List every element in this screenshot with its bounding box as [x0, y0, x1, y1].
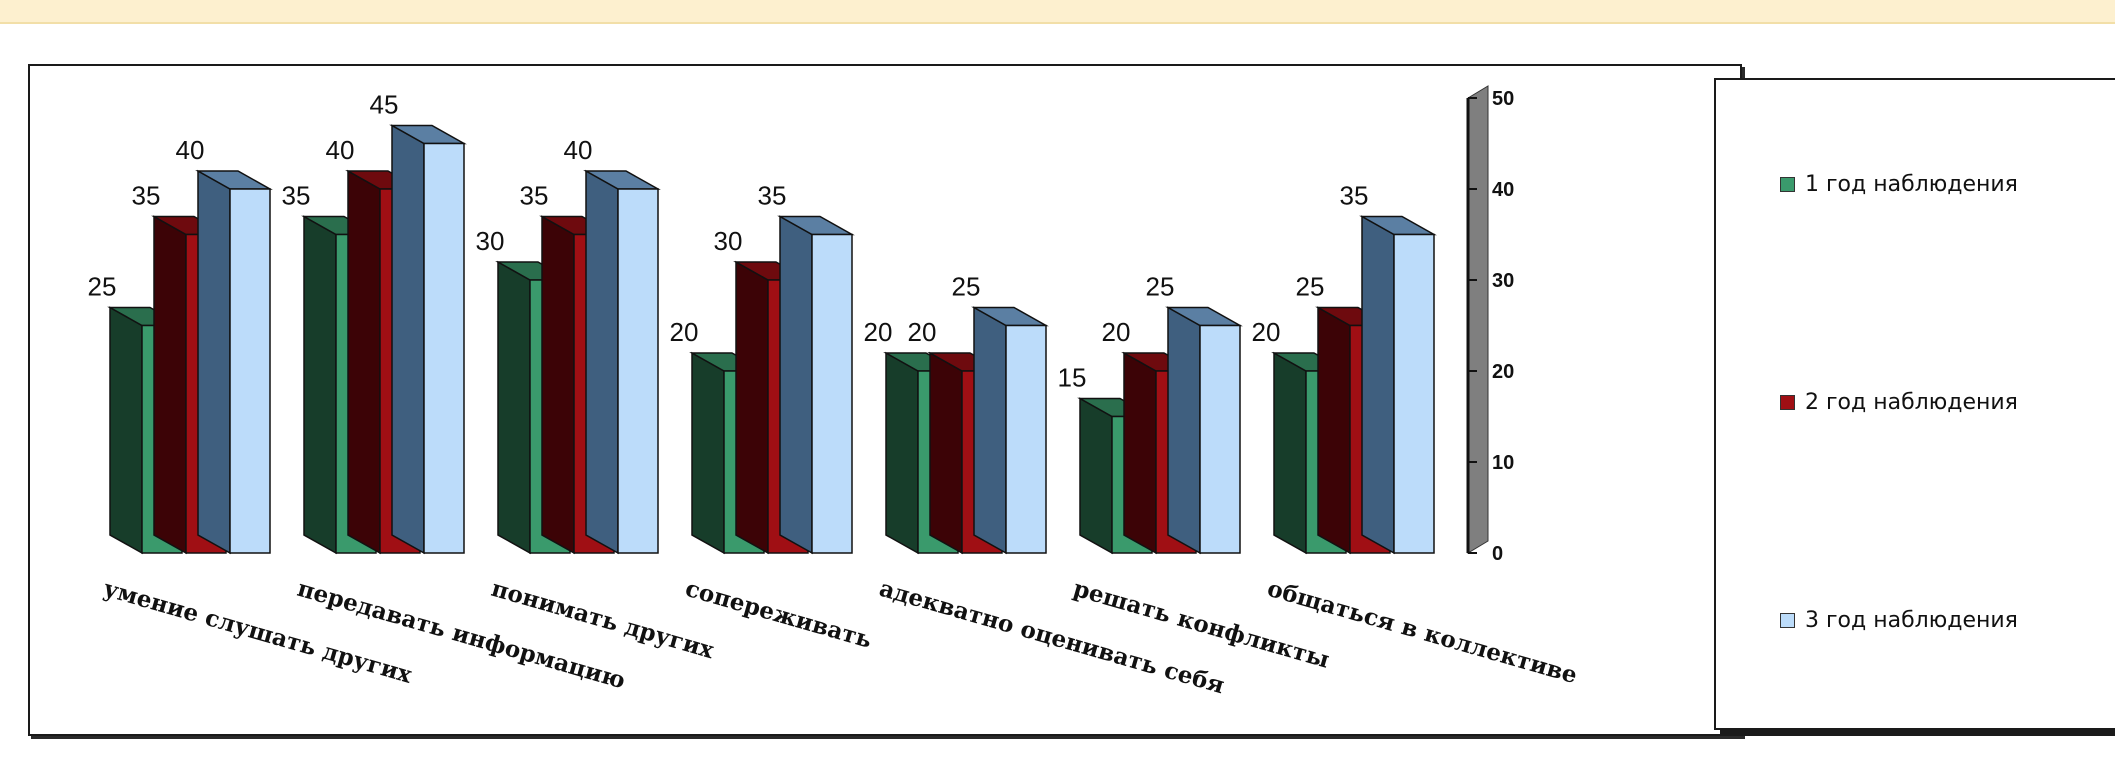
legend-swatch-icon [1780, 613, 1795, 628]
axis-wall-panel [1467, 85, 1489, 554]
data-label: 45 [370, 90, 399, 120]
y-tick-label: 10 [1492, 452, 1514, 474]
category-label: адекватно оценивать себя [876, 575, 1227, 699]
data-label: 20 [1252, 317, 1281, 347]
category-label: умение слушать других [100, 575, 415, 689]
bar-side [1167, 306, 1201, 555]
bar-side [497, 260, 531, 555]
data-label: 30 [714, 226, 743, 256]
category-label: передавать информацию [294, 575, 628, 695]
y-tick-label: 0 [1492, 543, 1503, 565]
bar-front [423, 142, 465, 554]
legend-item-series-1: 1 год наблюдения [1780, 172, 2018, 197]
bar-side [391, 124, 425, 555]
y-tick-labels-group: 0 10 20 30 40 50 [1468, 88, 1514, 565]
legend-label: 1 год наблюдения [1805, 172, 2018, 197]
data-label: 35 [1340, 181, 1369, 211]
data-label: 25 [88, 272, 117, 302]
value-axis-wall [1466, 85, 1489, 554]
data-labels-group: 25 35 40 35 40 45 30 35 40 20 30 35 20 20 25 15 20 25 20 25… [88, 90, 1369, 393]
bar-side [153, 215, 187, 555]
bar-side [303, 215, 337, 555]
data-label: 40 [326, 135, 355, 165]
data-label: 25 [952, 272, 981, 302]
top-banner [0, 0, 2115, 24]
legend-swatch-icon [1780, 177, 1795, 192]
data-label: 15 [1058, 363, 1087, 393]
bar-side [1079, 397, 1113, 555]
bar-side [779, 215, 813, 555]
data-label: 25 [1296, 272, 1325, 302]
bar-side [1317, 306, 1351, 555]
data-label: 20 [908, 317, 937, 347]
y-tick-label: 50 [1492, 88, 1514, 110]
data-label: 35 [520, 181, 549, 211]
legend-label: 3 год наблюдения [1805, 608, 2018, 633]
bar-side [929, 351, 963, 555]
legend-item-series-2: 2 год наблюдения [1780, 390, 2018, 415]
data-label: 35 [132, 181, 161, 211]
bar-side [1273, 351, 1307, 555]
data-label: 25 [1146, 272, 1175, 302]
bar-side [109, 306, 143, 555]
data-label: 40 [176, 135, 205, 165]
legend-label: 2 год наблюдения [1805, 390, 2018, 415]
bar-side [1361, 215, 1395, 555]
data-label: 30 [476, 226, 505, 256]
legend-swatch-icon [1780, 395, 1795, 410]
category-label: общаться в коллективе [1264, 575, 1580, 689]
data-label: 20 [864, 317, 893, 347]
bar-side [541, 215, 575, 555]
bar-front [1393, 233, 1435, 554]
bar-front [229, 188, 271, 554]
data-label: 35 [758, 181, 787, 211]
bar-side [691, 351, 725, 555]
bar-side [735, 260, 769, 555]
bar-side [1123, 351, 1157, 555]
y-tick-label: 30 [1492, 270, 1514, 292]
bar-front [617, 188, 659, 554]
bar-front [1005, 324, 1047, 554]
data-label: 20 [1102, 317, 1131, 347]
legend-item-series-3: 3 год наблюдения [1780, 608, 2018, 633]
data-label: 35 [282, 181, 311, 211]
data-label: 40 [564, 135, 593, 165]
bars-group [107, 124, 1437, 555]
data-label: 20 [670, 317, 699, 347]
y-tick-label: 20 [1492, 361, 1514, 383]
bar-side [973, 306, 1007, 555]
bar-side [885, 351, 919, 555]
legend: 1 год наблюдения 2 год наблюдения 3 год … [1714, 78, 2115, 730]
bar-side [197, 169, 231, 555]
bar-front [811, 233, 853, 554]
bar-side [585, 169, 619, 555]
bar-front [1199, 324, 1241, 554]
y-tick-label: 40 [1492, 179, 1514, 201]
bar-side [347, 169, 381, 555]
